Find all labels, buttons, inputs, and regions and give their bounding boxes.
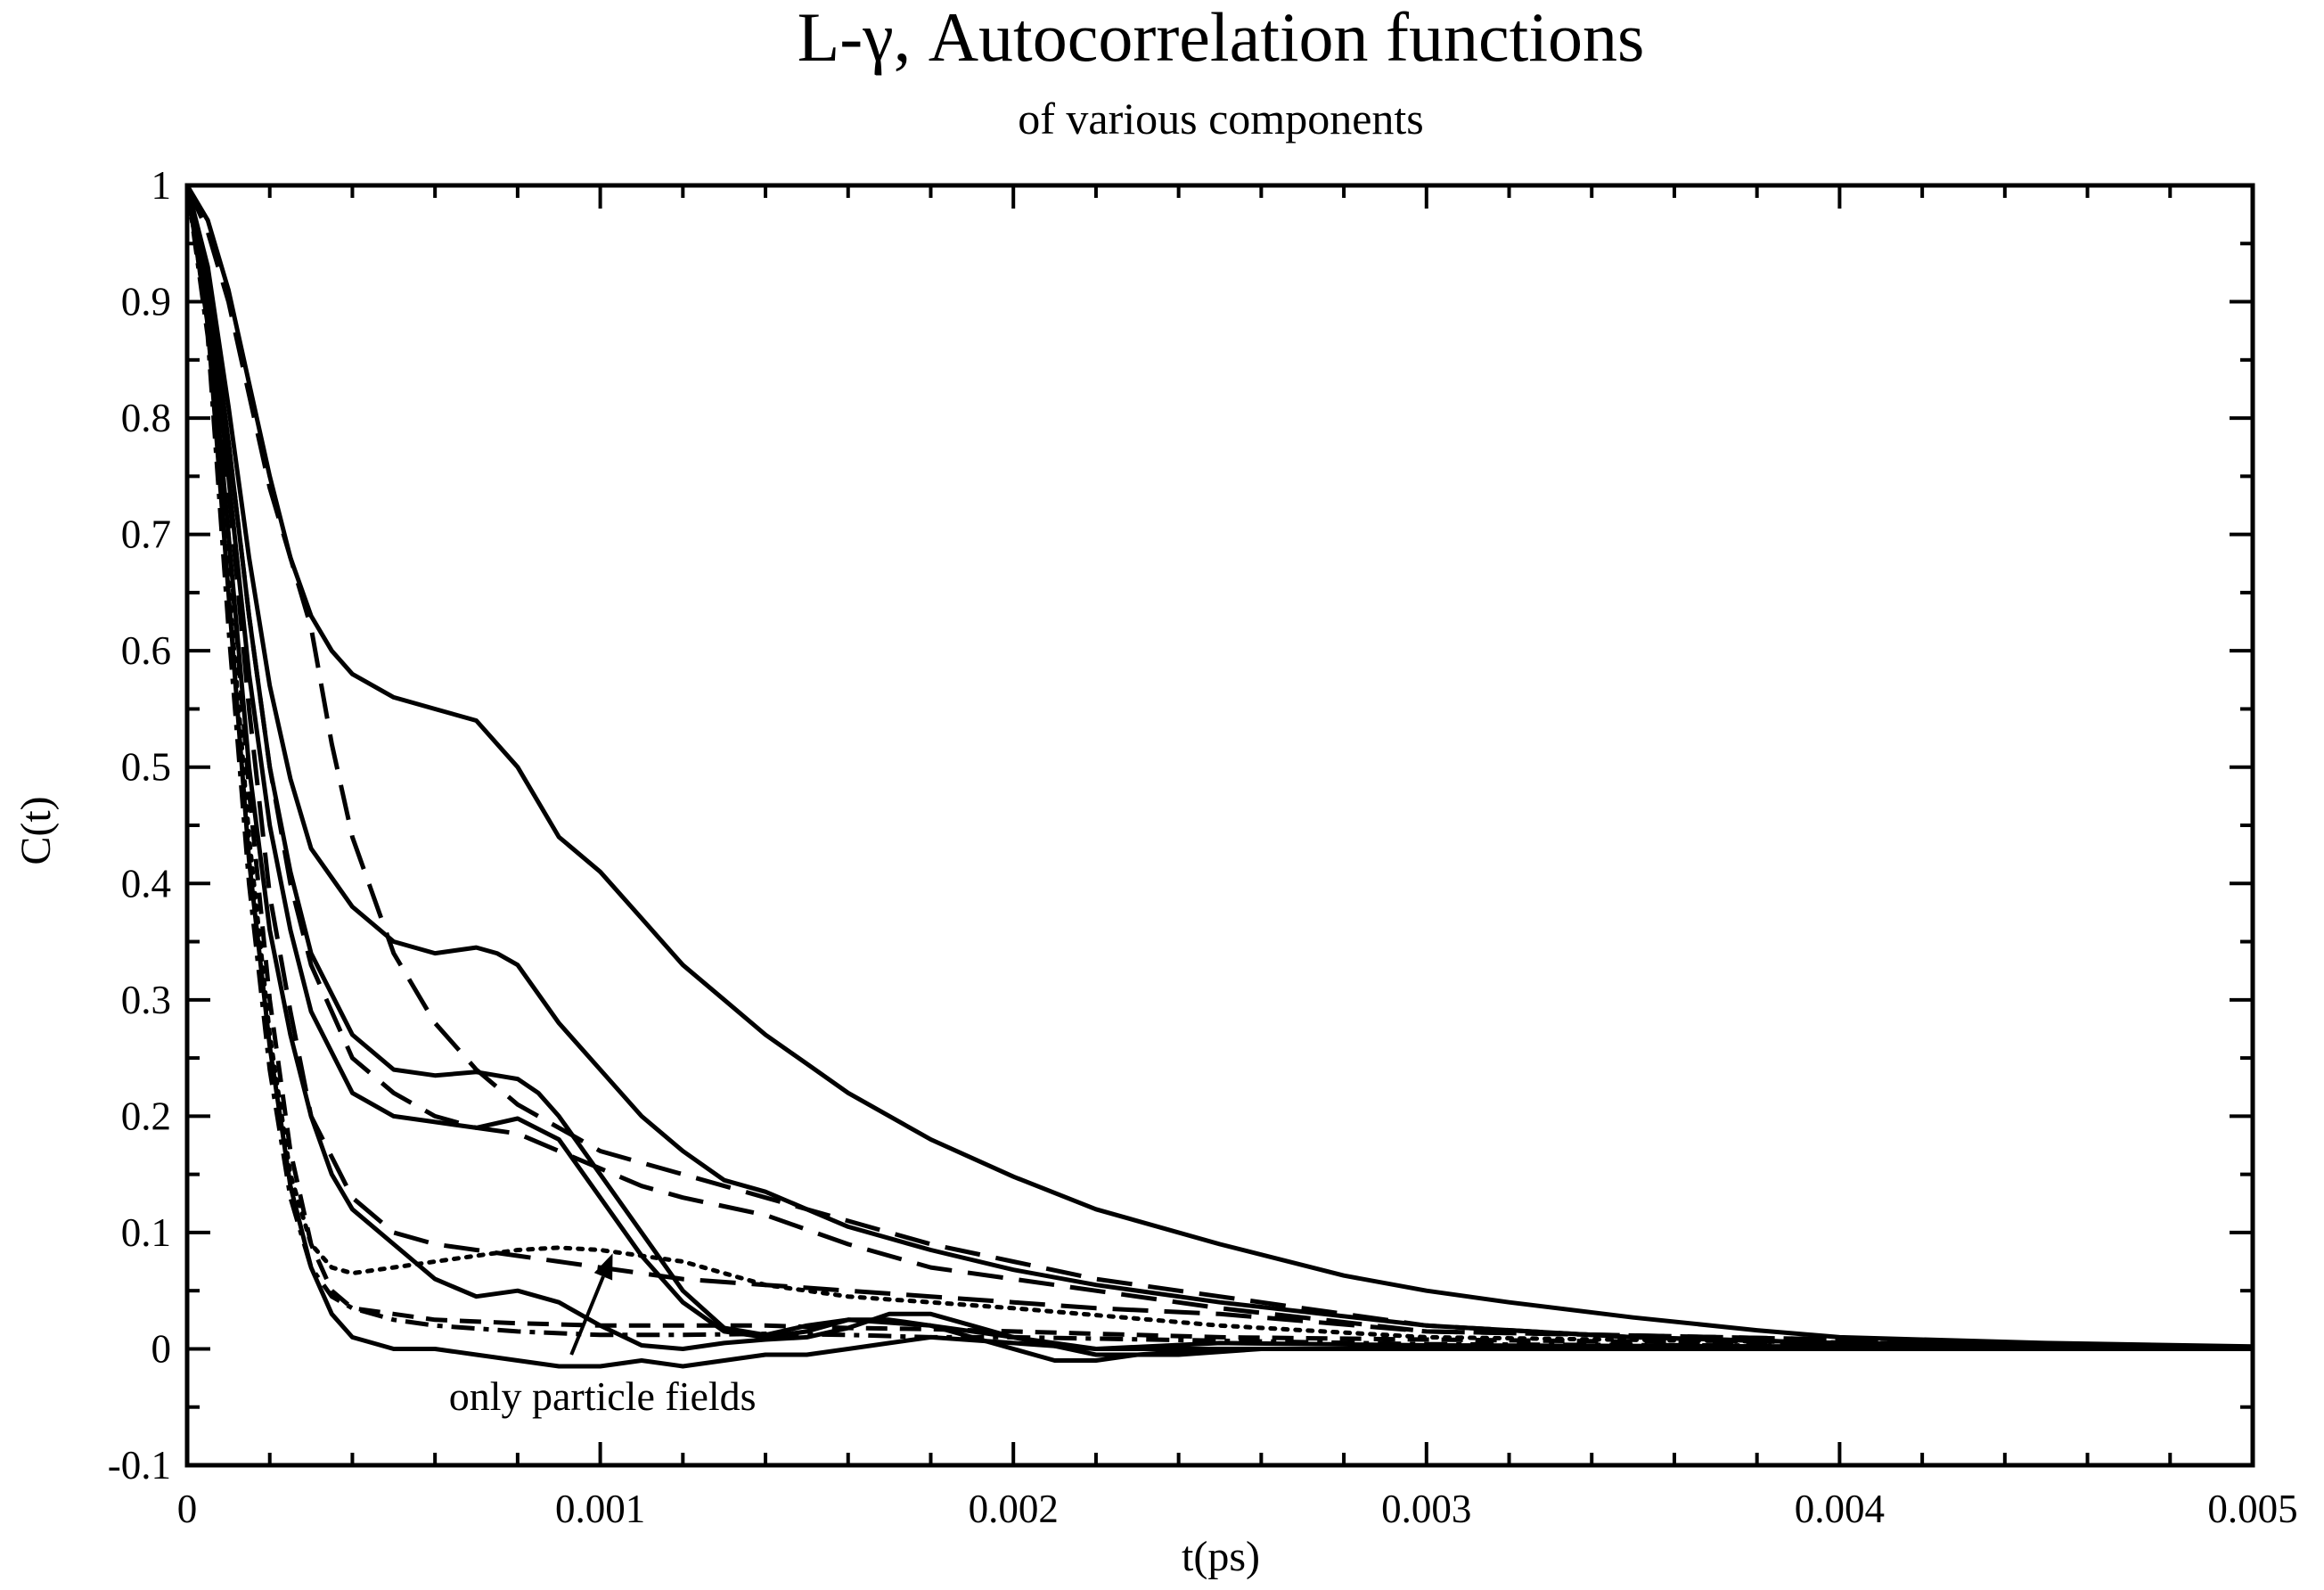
series-line-dotted-1 <box>184 183 2255 1350</box>
annotation-text: only particle fields <box>449 1373 757 1419</box>
y-tick-label: 0.4 <box>121 861 171 906</box>
series-layer <box>184 183 2255 1369</box>
chart-title: L-γ, Autocorrelation functions <box>798 0 1645 76</box>
x-tick-label: 0.002 <box>969 1487 1059 1531</box>
y-axis-tick-labels: -0.1 0 0.1 0.2 0.3 0.4 0.5 0.6 0.7 0.8 0.9 1 <box>108 163 171 1488</box>
y-tick-label: 0.8 <box>121 396 171 440</box>
chart-subtitle: of various components <box>1018 94 1423 143</box>
series-line-dashed-2 <box>184 184 2254 1350</box>
y-tick-label: 0 <box>151 1326 172 1371</box>
x-axis-label: t(ps) <box>1182 1533 1260 1580</box>
x-tick-label: 0.004 <box>1795 1487 1885 1531</box>
series-line-solid-1 <box>184 184 2254 1349</box>
x-tick-label: 0.003 <box>1381 1487 1471 1531</box>
y-tick-label: 0.9 <box>121 280 171 324</box>
x-tick-label: 0.005 <box>2207 1487 2297 1531</box>
y-tick-label: 0.7 <box>121 512 171 557</box>
series-line-solid-5 <box>184 184 2253 1357</box>
annotation-arrow-head <box>593 1253 613 1281</box>
annotation-arrow <box>569 1275 605 1356</box>
x-tick-label: 0 <box>177 1487 198 1531</box>
series-line-dashed-4 <box>184 184 2254 1350</box>
y-tick-label: 1 <box>151 163 172 208</box>
x-axis-tick-labels: 0 0.001 0.002 0.003 0.004 0.005 <box>177 1487 2298 1531</box>
annotation: only particle fields <box>449 1253 757 1419</box>
series-line-solid-2 <box>184 184 2254 1350</box>
y-axis-ticks <box>187 184 2253 1467</box>
series-line-dashdot-1 <box>184 184 2254 1350</box>
y-tick-label: 0.1 <box>121 1210 171 1255</box>
x-tick-label: 0.001 <box>555 1487 645 1531</box>
y-tick-label: 0.5 <box>121 745 171 790</box>
y-tick-label: 0.3 <box>121 978 171 1022</box>
y-tick-label: -0.1 <box>108 1443 171 1488</box>
series-line-dashed-3 <box>184 184 2254 1350</box>
y-tick-label: 0.2 <box>121 1094 171 1138</box>
series-line-dashed-1 <box>184 184 2254 1350</box>
y-axis-label: C(t) <box>12 796 60 865</box>
y-tick-label: 0.6 <box>121 628 171 673</box>
x-axis-ticks <box>185 185 2254 1465</box>
